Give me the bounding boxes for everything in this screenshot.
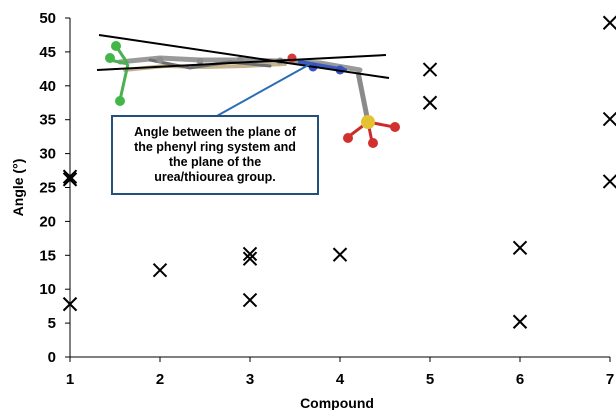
data-point bbox=[422, 95, 438, 110]
data-point bbox=[62, 169, 78, 184]
x-tick-label: 1 bbox=[66, 371, 74, 388]
data-point bbox=[152, 263, 168, 278]
x-tick-label: 6 bbox=[516, 371, 524, 388]
y-tick-label: 10 bbox=[39, 281, 56, 298]
data-point bbox=[332, 247, 348, 262]
annotation-callout: Angle between the plane of the phenyl ri… bbox=[111, 115, 319, 195]
data-point bbox=[422, 62, 438, 77]
callout-arrow bbox=[214, 62, 313, 118]
x-tick-label: 7 bbox=[606, 371, 614, 388]
x-tick-label: 5 bbox=[426, 371, 434, 388]
data-point bbox=[512, 240, 528, 256]
y-tick-label: 35 bbox=[39, 112, 56, 129]
data-point bbox=[602, 111, 616, 127]
x-axis-title: Compound bbox=[300, 395, 374, 410]
data-point bbox=[512, 314, 528, 329]
data-point bbox=[602, 15, 616, 30]
y-tick-label: 0 bbox=[48, 349, 56, 366]
urea-plane-line bbox=[96, 54, 387, 71]
data-point bbox=[242, 292, 258, 308]
data-point bbox=[242, 246, 258, 262]
y-tick-label: 5 bbox=[48, 315, 56, 332]
y-tick-label: 20 bbox=[39, 213, 56, 230]
ring-plane-line bbox=[98, 34, 390, 79]
x-tick-label: 2 bbox=[156, 371, 164, 388]
data-point bbox=[62, 172, 78, 187]
y-tick-label: 30 bbox=[39, 146, 56, 163]
annotation-line-2: the phenyl ring system and bbox=[134, 140, 296, 154]
y-tick-label: 40 bbox=[39, 78, 56, 95]
data-point bbox=[242, 251, 258, 266]
y-tick-label: 45 bbox=[39, 44, 56, 61]
x-tick-label: 3 bbox=[246, 371, 254, 388]
y-tick-label: 50 bbox=[39, 10, 56, 27]
y-tick-label: 25 bbox=[39, 180, 56, 197]
data-point bbox=[602, 174, 616, 189]
annotation-line-1: Angle between the plane of bbox=[134, 125, 296, 139]
y-axis-title: Angle (°) bbox=[10, 159, 26, 217]
y-tick-label: 15 bbox=[39, 247, 56, 264]
annotation-line-4: urea/thiourea group. bbox=[154, 170, 276, 184]
annotation-line-3: the plane of the bbox=[168, 155, 262, 169]
x-tick-label: 4 bbox=[336, 371, 345, 388]
data-point bbox=[62, 296, 78, 312]
